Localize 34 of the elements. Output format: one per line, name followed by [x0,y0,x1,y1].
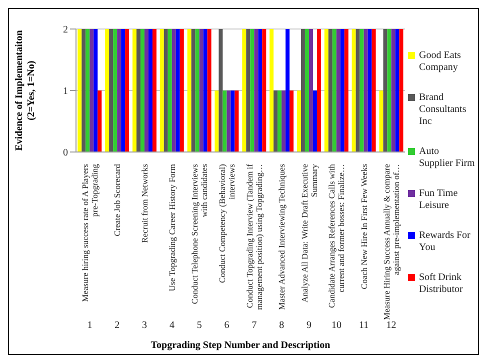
y-axis-title: Evidence of Implementaiton (2=Yes, 1=No) [14,30,37,151]
x-tick-label: Measure hiring success rate of A Players pre-Topgrading [80,163,100,302]
x-tick-label: Master Advanced Interviewing Techniques [276,164,287,310]
x-tick-label: Conduct Telephone Screening Interviews with candidates [190,164,210,304]
legend-label: Auto Supplier Firm [419,146,475,170]
x-tick-label: Measure Hiring Success Annually & compare against pre-implementation of… [382,164,402,320]
text: 7 [252,320,257,331]
text: 6 [224,320,230,331]
legend-label: Soft Drink Distributor [419,272,464,296]
text: 8 [279,320,284,331]
legend-label: Fun Time Leisure [419,188,459,212]
text: 11 [359,320,369,331]
text: 5 [196,320,202,331]
x-tick-label: Analyze All Data: Write Draft Executive Summary [299,163,319,303]
x-axis-title: Topgrading Step Number and Description [150,340,331,351]
x-tick-label: Create Job Scorecard [112,163,122,236]
x-tick-label: Use Topgrading Career History Form [166,164,177,292]
text: 1 [87,320,92,331]
y-tick-label: 2 [63,24,68,36]
y-tick-label: 1 [63,86,68,98]
legend-label: Brand Consultants Inc [419,92,468,128]
legend-label: Good Eats Company [419,50,462,74]
x-tick-label: Coach New Hire In First Few Weeks [358,164,369,290]
text: 2 [114,320,120,331]
text: 9 [306,320,312,331]
text: 3 [142,320,148,331]
text: 12 [386,320,396,331]
x-tick-label: Conduct Topgrading Interview (Tandem if management position) using Topgrading… [244,164,264,310]
text: 4 [169,320,174,331]
text: 10 [331,320,342,331]
y-tick-label: 0 [63,148,68,159]
x-tick-label: Recruit from Networks [140,164,150,243]
x-tick-label: Candidate Arranges References Calls with current and former bosses: Finalize… [326,163,346,308]
legend-label: Rewards For You [419,230,472,254]
